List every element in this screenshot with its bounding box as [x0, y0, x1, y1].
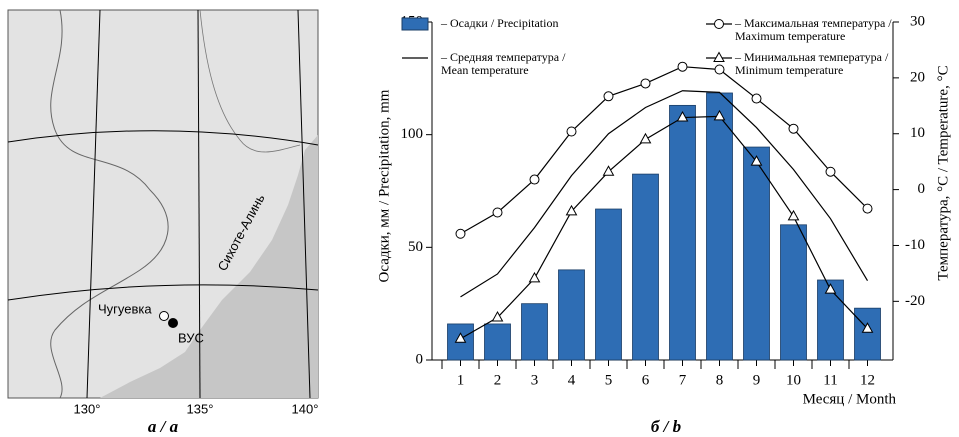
x-tick-label: 8: [716, 372, 724, 388]
y-tick-label: 100: [401, 126, 424, 142]
x-tick-label: 10: [786, 372, 801, 388]
point: [493, 208, 502, 217]
y-tick-label: 0: [416, 351, 424, 367]
town-label: Чугуевка: [98, 301, 152, 316]
point: [641, 134, 651, 143]
y2-tick-label: 20: [910, 69, 925, 85]
point: [789, 124, 798, 133]
bar: [559, 270, 585, 360]
figure: Чугуевка ВУС Сихоте-Алинь 130° 135° 140°…: [0, 0, 959, 437]
caption: б / b: [651, 417, 681, 436]
bar: [485, 324, 511, 360]
point: [456, 229, 465, 238]
bar: [633, 174, 659, 360]
x-axis-label: Месяц / Month: [803, 391, 897, 407]
point: [715, 65, 724, 74]
line: [461, 67, 868, 234]
caption: а / a: [148, 417, 179, 436]
legend-label: – Минимальная температура /Minimum tempe…: [734, 50, 889, 77]
station-label: ВУС: [178, 330, 204, 345]
x-tick-label: 4: [568, 372, 576, 388]
point: [678, 62, 687, 71]
lon-label: 140°: [292, 401, 319, 416]
station-point: [168, 318, 178, 328]
x-tick-label: 7: [679, 372, 687, 388]
legend-marker: [715, 20, 724, 29]
legend-swatch: [402, 18, 428, 30]
x-tick-label: 1: [457, 372, 465, 388]
y-axis-label: Осадки, мм / Precipitation, mm: [376, 89, 392, 282]
y2-tick-label: -20: [905, 293, 925, 309]
x-tick-label: 11: [823, 372, 837, 388]
map-panel: Чугуевка ВУС Сихоте-Алинь 130° 135° 140°: [8, 10, 318, 416]
y-tick-label: 50: [408, 239, 423, 255]
point: [604, 92, 613, 101]
point: [826, 167, 835, 176]
legend-label: – Максимальная температура /Maximum temp…: [734, 16, 892, 43]
lon-label: 130°: [74, 401, 101, 416]
x-tick-label: 3: [531, 372, 539, 388]
x-tick-label: 9: [753, 372, 761, 388]
point: [567, 127, 576, 136]
bar: [670, 105, 696, 360]
chart: 050100150-20-100102030123456789101112Мес…: [376, 13, 951, 435]
bar: [596, 209, 622, 360]
y2-tick-label: 10: [910, 125, 925, 141]
bar: [707, 93, 733, 360]
y2-tick-label: -10: [905, 237, 925, 253]
legend-label: – Средняя температура /Mean temperature: [440, 50, 566, 77]
point: [530, 175, 539, 184]
x-tick-label: 5: [605, 372, 613, 388]
y2-tick-label: 30: [910, 13, 925, 29]
point: [530, 273, 540, 282]
x-tick-label: 12: [860, 372, 875, 388]
point: [641, 79, 650, 88]
point: [863, 204, 872, 213]
legend-marker: [714, 53, 724, 62]
lon-label: 135°: [187, 401, 214, 416]
x-tick-label: 6: [642, 372, 650, 388]
bar: [522, 304, 548, 360]
point: [604, 166, 614, 175]
legend-label: – Осадки / Precipitation: [440, 16, 558, 30]
point: [752, 94, 761, 103]
y2-axis-label: Температура, °C / Temperature, °C: [935, 65, 951, 280]
y2-tick-label: 0: [918, 181, 926, 197]
town-point: [160, 312, 169, 321]
bar: [781, 225, 807, 360]
bar: [744, 147, 770, 360]
bar: [855, 308, 881, 360]
x-tick-label: 2: [494, 372, 502, 388]
